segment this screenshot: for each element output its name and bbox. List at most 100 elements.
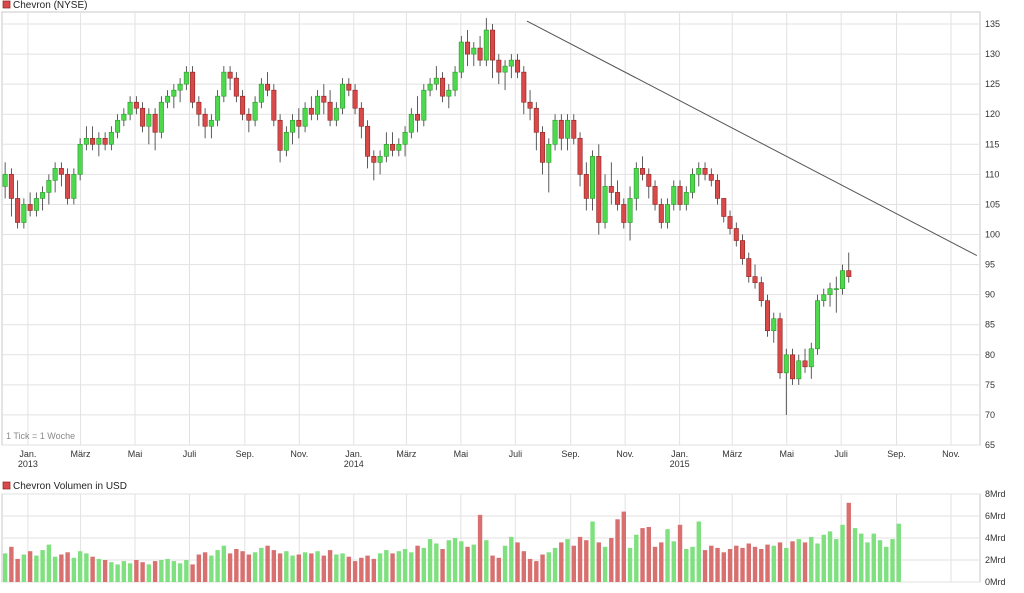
candle-up	[433, 77, 439, 85]
volume-bar-down	[596, 542, 601, 582]
candle-down	[721, 198, 727, 217]
volume-bar-up	[890, 539, 895, 582]
candle-down	[246, 113, 252, 121]
candle-down	[646, 174, 652, 187]
candle-up	[377, 156, 383, 163]
price-y-tick-label: 100	[985, 230, 1000, 240]
candle-up	[146, 113, 152, 127]
candle-up	[815, 300, 821, 350]
candle-down	[265, 83, 271, 91]
candle-up	[21, 204, 27, 223]
candle-down	[327, 101, 333, 121]
volume-bar-down	[490, 555, 495, 582]
price-grid	[1, 11, 981, 446]
candle-up	[471, 47, 477, 55]
volume-bar-down	[846, 502, 851, 582]
volume-bar-up	[121, 561, 127, 582]
volume-bar-up	[884, 546, 889, 582]
volume-bar-down	[496, 557, 502, 582]
price-y-tick-label: 110	[985, 169, 999, 179]
candle-down	[740, 240, 746, 259]
volume-bar-down	[540, 554, 545, 582]
candle-up	[302, 107, 308, 127]
price-x-year-label: 2013	[18, 459, 38, 469]
candle-down	[440, 77, 446, 97]
candle-up	[565, 119, 571, 139]
volume-bar-up	[815, 543, 820, 582]
volume-bar-up	[552, 547, 558, 582]
candle-up	[796, 360, 802, 380]
volume-y-axis: 0Mrd 2Mrd 4Mrd 6Mrd 8Mrd	[985, 489, 1006, 587]
volume-bar-down	[577, 536, 583, 582]
volume-bar-down	[571, 545, 577, 582]
candle-down	[777, 318, 783, 374]
volume-bar-up	[852, 528, 858, 582]
candle-down	[27, 204, 33, 211]
candle-down	[58, 168, 64, 175]
volume-bar-down	[715, 547, 720, 582]
candle-down	[465, 41, 471, 55]
volume-bar-up	[565, 539, 570, 582]
candle-up	[33, 198, 39, 211]
volume-bar-up	[334, 554, 339, 582]
volume-bar-down	[234, 549, 239, 582]
volume-bar-down	[584, 540, 589, 582]
candle-down	[477, 47, 483, 61]
candle-down	[365, 125, 371, 157]
volume-bar-down	[390, 553, 395, 582]
candle-up	[77, 144, 83, 175]
candle-up	[71, 174, 77, 199]
candle-down	[846, 270, 852, 277]
candle-down	[321, 95, 327, 103]
price-y-tick-label: 130	[985, 49, 1000, 59]
volume-bar-up	[2, 553, 8, 582]
volume-bar-up	[259, 547, 264, 582]
volume-bar-up	[315, 551, 320, 582]
candle-down	[271, 89, 277, 121]
price-x-tick-label: Jan.	[671, 449, 688, 459]
candle-down	[608, 186, 614, 193]
volume-bar-up	[71, 557, 77, 582]
volume-bar-up	[502, 545, 508, 582]
volume-bar-down	[90, 556, 95, 582]
volume-bar-down	[559, 542, 564, 582]
candle-down	[658, 204, 664, 223]
price-x-year-label: 2014	[344, 459, 364, 469]
volume-bar-up	[146, 564, 152, 582]
candle-up	[165, 95, 171, 103]
candlestick-series	[2, 18, 852, 415]
volume-bar-down	[346, 556, 352, 582]
candle-down	[758, 282, 764, 301]
price-x-tick-label: Sep.	[887, 449, 906, 459]
price-x-tick-label: Mai	[779, 449, 794, 459]
candle-up	[452, 71, 458, 91]
price-x-tick-label: Nov.	[616, 449, 634, 459]
candle-up	[546, 144, 552, 163]
candle-up	[46, 180, 52, 193]
volume-bar-down	[27, 551, 33, 582]
candle-down	[746, 258, 752, 277]
volume-bar-up	[340, 553, 345, 582]
candle-down	[152, 113, 158, 133]
candle-up	[771, 318, 777, 332]
volume-panel: Chevron Volumen in USD 0Mrd 2Mrd 4Mrd 6Mrd 8…	[1, 481, 1006, 587]
volume-bar-down	[152, 561, 158, 582]
candle-up	[252, 101, 258, 121]
candle-up	[177, 83, 183, 91]
volume-bar-up	[177, 563, 183, 582]
candle-up	[183, 71, 189, 85]
candle-up	[821, 294, 827, 301]
candle-up	[83, 137, 89, 145]
price-x-tick-label: Sep.	[561, 449, 580, 459]
candle-down	[583, 174, 589, 199]
volume-bar-down	[440, 549, 445, 582]
volume-bar-up	[115, 564, 120, 582]
volume-y-tick-label: 6Mrd	[985, 511, 1006, 521]
price-y-tick-label: 105	[985, 199, 1000, 209]
candle-up	[827, 288, 833, 295]
trend-line	[526, 20, 978, 257]
volume-y-tick-label: 4Mrd	[985, 533, 1006, 543]
candle-up	[127, 101, 133, 115]
